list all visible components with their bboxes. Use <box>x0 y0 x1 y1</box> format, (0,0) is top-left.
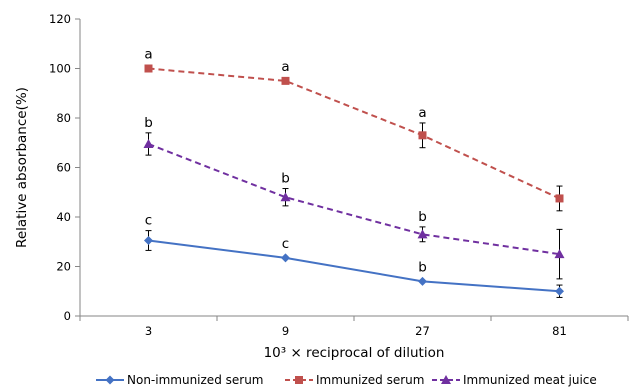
significance-label: b <box>281 171 290 187</box>
x-tick-label: 27 <box>415 324 430 338</box>
y-tick-label: 100 <box>49 62 71 76</box>
data-point <box>554 249 565 259</box>
significance-label: b <box>144 115 153 131</box>
significance-label: b <box>418 259 427 275</box>
y-tick-label: 60 <box>56 161 71 175</box>
x-tick-label: 81 <box>552 324 567 338</box>
data-point <box>417 229 428 239</box>
data-point <box>555 194 564 203</box>
series: b b b <box>143 115 565 280</box>
y-tick-label: 0 <box>64 309 71 323</box>
data-point <box>144 236 153 246</box>
significance-label: a <box>418 105 426 121</box>
data-point <box>144 64 153 73</box>
x-tick-label: 9 <box>282 324 289 338</box>
x-tick-label: 3 <box>145 324 152 338</box>
legend-entry: Immunized serum <box>285 373 424 387</box>
data-point <box>281 76 290 85</box>
legend: Non-immunized serum Immunized serum Immuni… <box>96 373 597 387</box>
y-tick-label: 80 <box>56 111 71 125</box>
data-point <box>281 253 290 263</box>
data-point <box>280 192 291 202</box>
y-tick-label: 20 <box>56 260 71 274</box>
legend-entry: Non-immunized serum <box>96 373 264 387</box>
series-line <box>148 143 560 256</box>
series: c c b <box>144 213 564 298</box>
significance-label: c <box>145 213 152 229</box>
legend-label: Non-immunized serum <box>127 373 264 387</box>
data-point <box>143 138 154 148</box>
legend-marker <box>105 375 115 385</box>
series-layer: c c b a a a b b b <box>143 47 565 298</box>
axes: 0 20 40 60 80 100 120 3 9 27 81 <box>49 12 629 338</box>
series-line <box>148 67 560 200</box>
y-tick-label: 40 <box>56 210 71 224</box>
legend-entry: Immunized meat juice <box>432 373 597 387</box>
significance-label: a <box>144 47 152 63</box>
data-point <box>418 131 427 140</box>
significance-label: a <box>281 59 289 75</box>
legend-label: Immunized meat juice <box>463 373 597 387</box>
series-line <box>148 239 560 293</box>
legend-label: Immunized serum <box>316 373 424 387</box>
series: a a a <box>144 47 564 212</box>
x-axis-title: 10³ × reciprocal of dilution <box>264 345 445 361</box>
significance-label: b <box>418 209 427 225</box>
legend-marker <box>441 375 451 384</box>
significance-label: c <box>282 236 289 252</box>
data-point <box>555 286 564 296</box>
y-axis-title: Relative absorbance(%) <box>14 87 30 248</box>
y-tick-label: 120 <box>49 12 71 26</box>
data-point <box>418 276 427 286</box>
legend-marker <box>295 376 303 384</box>
